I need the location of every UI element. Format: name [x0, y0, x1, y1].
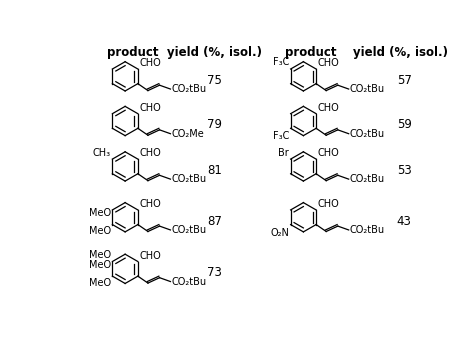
Text: CHO: CHO	[139, 58, 161, 68]
Text: CHO: CHO	[139, 148, 161, 158]
Text: CH₃: CH₃	[93, 148, 111, 158]
Text: MeO: MeO	[89, 278, 111, 288]
Text: CHO: CHO	[318, 148, 339, 158]
Text: 53: 53	[397, 164, 411, 177]
Text: CO₂tBu: CO₂tBu	[349, 174, 384, 184]
Text: CHO: CHO	[318, 199, 339, 209]
Text: F₃C: F₃C	[273, 131, 289, 142]
Text: CO₂tBu: CO₂tBu	[349, 129, 384, 139]
Text: product: product	[285, 46, 337, 59]
Text: F₃C: F₃C	[273, 58, 289, 68]
Text: MeO: MeO	[89, 250, 111, 260]
Text: yield (%, isol.): yield (%, isol.)	[167, 46, 262, 59]
Text: MeO: MeO	[89, 226, 111, 236]
Text: CHO: CHO	[139, 251, 161, 261]
Text: CHO: CHO	[318, 103, 339, 113]
Text: O₂N: O₂N	[270, 228, 289, 238]
Text: CO₂tBu: CO₂tBu	[171, 277, 206, 286]
Text: CO₂Me: CO₂Me	[171, 129, 204, 139]
Text: CO₂tBu: CO₂tBu	[171, 174, 206, 184]
Text: 81: 81	[207, 164, 222, 177]
Text: 79: 79	[207, 118, 222, 131]
Text: CO₂tBu: CO₂tBu	[349, 225, 384, 235]
Text: CHO: CHO	[139, 103, 161, 113]
Text: Br: Br	[278, 148, 289, 158]
Text: 59: 59	[397, 118, 411, 131]
Text: 87: 87	[207, 214, 222, 227]
Text: CO₂tBu: CO₂tBu	[171, 225, 206, 235]
Text: 75: 75	[207, 74, 222, 87]
Text: CO₂tBu: CO₂tBu	[171, 84, 206, 94]
Text: 57: 57	[397, 74, 411, 87]
Text: MeO: MeO	[89, 208, 111, 218]
Text: 43: 43	[397, 214, 411, 227]
Text: CO₂tBu: CO₂tBu	[349, 84, 384, 94]
Text: CHO: CHO	[318, 58, 339, 68]
Text: MeO: MeO	[89, 260, 111, 270]
Text: 73: 73	[207, 266, 222, 279]
Text: product: product	[107, 46, 159, 59]
Text: CHO: CHO	[139, 199, 161, 209]
Text: yield (%, isol.): yield (%, isol.)	[353, 46, 448, 59]
